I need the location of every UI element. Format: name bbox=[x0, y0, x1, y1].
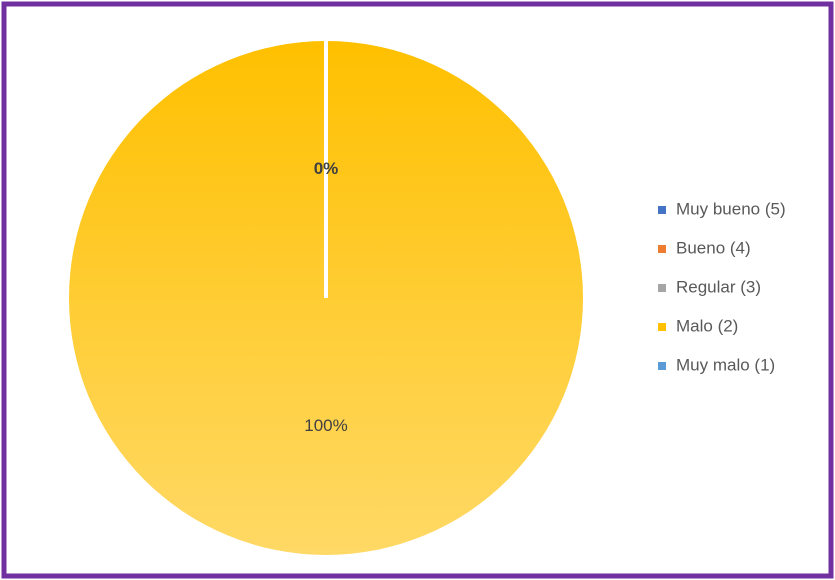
legend-label: Muy bueno (5) bbox=[676, 199, 786, 218]
legend-swatch bbox=[658, 284, 666, 292]
legend-swatch bbox=[658, 206, 666, 214]
legend-label: Bueno (4) bbox=[676, 238, 751, 257]
legend-label: Regular (3) bbox=[676, 277, 761, 296]
legend-swatch bbox=[658, 245, 666, 253]
legend-label: Malo (2) bbox=[676, 316, 738, 335]
legend-swatch bbox=[658, 362, 666, 370]
value-label: 100% bbox=[304, 416, 347, 435]
legend-label: Muy malo (1) bbox=[676, 355, 775, 374]
value-label: 0% bbox=[314, 159, 339, 178]
legend-swatch bbox=[658, 323, 666, 331]
